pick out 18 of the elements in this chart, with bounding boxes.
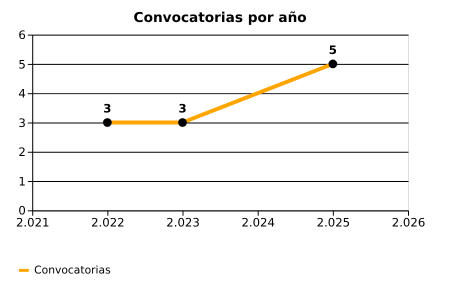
x-tick-label: 2.024	[241, 215, 275, 230]
x-tick-label: 2.022	[91, 215, 125, 230]
x-tick-label: 2.023	[166, 215, 200, 230]
x-tick-label: 2.026	[392, 215, 426, 230]
y-tick-label: 1	[18, 174, 26, 188]
x-tick-label: 2.025	[316, 215, 350, 230]
y-tick-label: 3	[18, 116, 26, 130]
data-label: 5	[328, 43, 337, 58]
y-tick-label: 4	[18, 86, 26, 101]
y-tick-label: 0	[18, 204, 26, 218]
y-tick-label: 6	[18, 28, 26, 42]
x-tick-label: 2.021	[16, 215, 50, 230]
data-label: 3	[178, 102, 187, 116]
data-label: 3	[103, 102, 112, 116]
y-tick-label: 2	[18, 145, 26, 160]
legend-label: Convocatorias	[34, 263, 112, 276]
y-tick-label: 5	[18, 57, 26, 72]
chart-title: Convocatorias por año	[134, 10, 307, 26]
